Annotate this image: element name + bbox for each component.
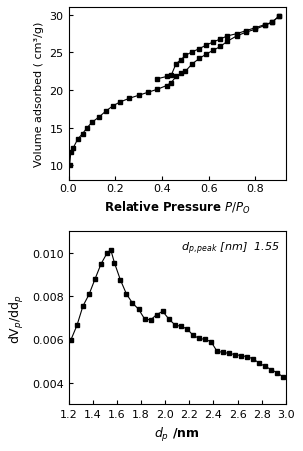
Y-axis label: dV$_p$/dd$_p$: dV$_p$/dd$_p$ (8, 293, 26, 343)
X-axis label: $\mathbf{Relative\ Pressure}$ $\mathit{P/P_O}$: $\mathbf{Relative\ Pressure}$ $\mathit{P… (104, 199, 251, 215)
Text: $d_{p,peak}$ [nm]  1.55: $d_{p,peak}$ [nm] 1.55 (181, 240, 279, 257)
Y-axis label: Volume adsorbed ( cm³/g): Volume adsorbed ( cm³/g) (34, 22, 44, 167)
X-axis label: $d_p$ /nm: $d_p$ /nm (154, 425, 200, 443)
